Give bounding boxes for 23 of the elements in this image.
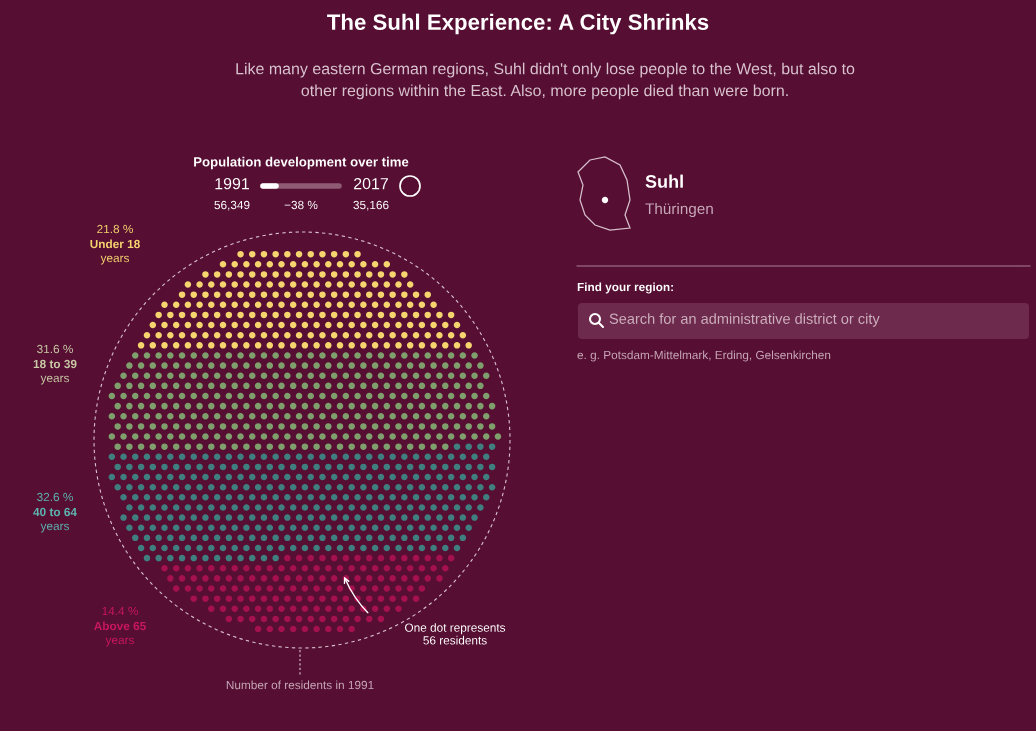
text: e. g. Potsdam-Mittelmark, Erding, Gelsenkirchen	[577, 350, 831, 362]
text: Find your region:	[577, 282, 673, 294]
data-label: 31.6 %	[37, 344, 73, 354]
text: Population development over time	[194, 156, 409, 170]
text: 35,166	[353, 200, 389, 211]
data-label: 32.6 %	[37, 492, 73, 502]
data-label: 21.8 %	[97, 224, 133, 234]
text: Like many eastern German regions, Suhl didn't only lose people to the West, but also to other regions within the East. Also, more people died than were born.	[236, 62, 855, 100]
category-label: Above 65 years	[94, 621, 146, 647]
text: −38 %	[284, 200, 318, 210]
text: 1991	[215, 177, 249, 190]
text: Thüringen	[645, 202, 713, 218]
text: Number of residents in 1991	[226, 680, 374, 690]
text: 2017	[354, 177, 388, 190]
text: The Suhl Experience: A City Shrinks	[327, 13, 709, 35]
category-label: 18 to 39 years	[33, 359, 77, 385]
text: Search for an administrative district or city	[609, 313, 880, 327]
category-label: Under 18 years	[90, 239, 140, 265]
text: 56,349	[214, 200, 250, 211]
data-label: 14.4 %	[102, 606, 138, 616]
category-label: 40 to 64 years	[33, 507, 77, 533]
text: Suhl	[645, 174, 683, 188]
text: One dot represents 56 residents	[405, 623, 506, 645]
